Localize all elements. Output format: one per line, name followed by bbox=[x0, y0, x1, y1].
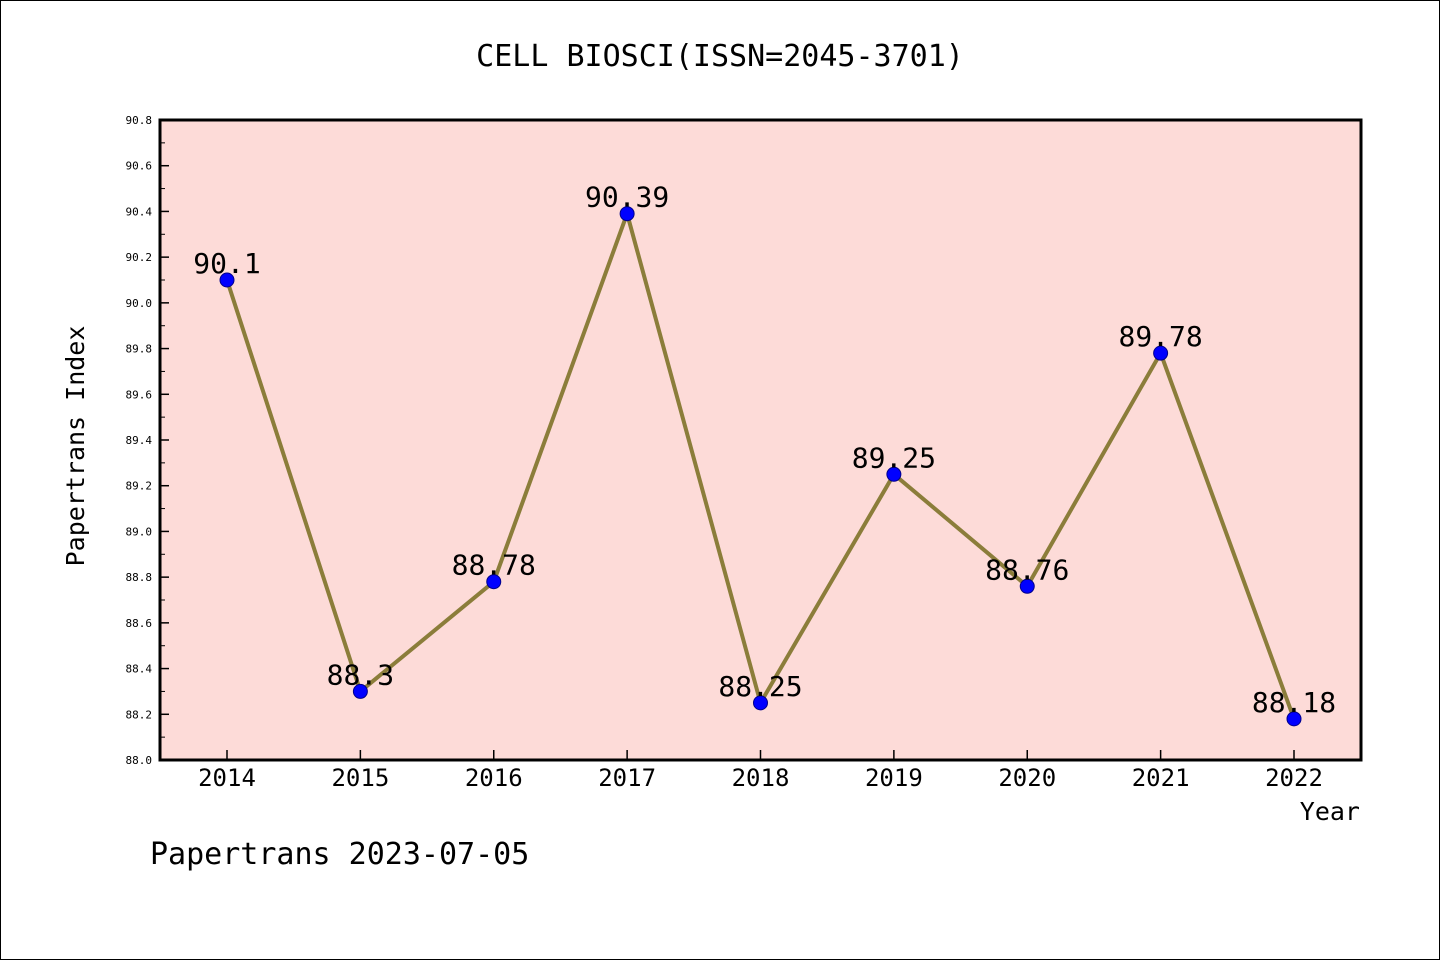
plot-area bbox=[158, 118, 1363, 762]
data-point bbox=[753, 695, 768, 711]
y-tick-label: 89.0 bbox=[126, 525, 153, 538]
y-tick-label: 88.8 bbox=[126, 571, 153, 584]
data-point bbox=[352, 683, 368, 699]
data-label: 90.39 bbox=[585, 181, 669, 214]
data-label: 88.18 bbox=[1252, 686, 1336, 719]
y-tick-label: 90.2 bbox=[126, 251, 153, 264]
y-tick-label: 89.4 bbox=[126, 434, 153, 447]
y-tick-label: 88.4 bbox=[126, 663, 153, 676]
y-tick-label: 89.6 bbox=[126, 388, 153, 401]
data-label: 90.1 bbox=[193, 247, 260, 280]
y-tick-label: 88.6 bbox=[126, 617, 153, 630]
x-tick-label: 2022 bbox=[1265, 764, 1323, 792]
y-tick-label: 90.4 bbox=[126, 205, 153, 218]
data-point bbox=[1153, 345, 1169, 361]
data-point bbox=[219, 272, 235, 288]
chart-title: CELL BIOSCI(ISSN=2045-3701) bbox=[476, 39, 964, 74]
data-point bbox=[619, 206, 635, 222]
y-tick-label: 89.8 bbox=[126, 343, 153, 356]
data-point bbox=[1019, 578, 1035, 594]
data-label: 88.3 bbox=[327, 658, 394, 691]
x-tick-label: 2017 bbox=[598, 764, 656, 792]
footer-text: Papertrans 2023-07-05 bbox=[150, 837, 529, 872]
data-label: 89.78 bbox=[1118, 320, 1202, 353]
y-axis: 88.0 88.2 88.4 88.6 88.8 89.0 89.2 89.4 89.6 89.8… bbox=[126, 114, 169, 767]
y-tick-label: 90.0 bbox=[126, 297, 153, 310]
x-tick-label: 2016 bbox=[465, 764, 523, 792]
y-tick-label: 90.8 bbox=[126, 114, 153, 127]
data-label: 88.25 bbox=[718, 670, 802, 703]
data-point bbox=[486, 574, 502, 590]
x-tick-label: 2014 bbox=[198, 764, 256, 792]
x-tick-label: 2018 bbox=[732, 764, 790, 792]
x-tick-label: 2019 bbox=[865, 764, 923, 792]
data-label: 88.78 bbox=[452, 549, 536, 582]
y-tick-label: 90.6 bbox=[126, 160, 153, 173]
x-tick-label: 2021 bbox=[1132, 764, 1190, 792]
x-axis-title: Year bbox=[1300, 797, 1360, 826]
y-axis-title: Papertrans Index bbox=[61, 326, 90, 567]
data-labels-group: 90.1 88.3 88.78 90.39 88.25 89.25 88.76 89.78 88… bbox=[193, 181, 1336, 719]
y-tick-label: 89.2 bbox=[126, 480, 153, 493]
y-tick-label: 88.2 bbox=[126, 708, 153, 721]
data-point bbox=[1286, 711, 1302, 727]
data-label: 88.76 bbox=[985, 553, 1069, 586]
x-axis: 2014 2015 2016 2017 2018 2019 2020 2021 2022 bbox=[198, 750, 1323, 792]
x-tick-label: 2015 bbox=[331, 764, 389, 792]
y-tick-label: 88.0 bbox=[126, 754, 153, 767]
data-point bbox=[886, 466, 902, 482]
data-label: 89.25 bbox=[852, 441, 936, 474]
series-group bbox=[219, 206, 1302, 727]
x-tick-label: 2020 bbox=[998, 764, 1056, 792]
